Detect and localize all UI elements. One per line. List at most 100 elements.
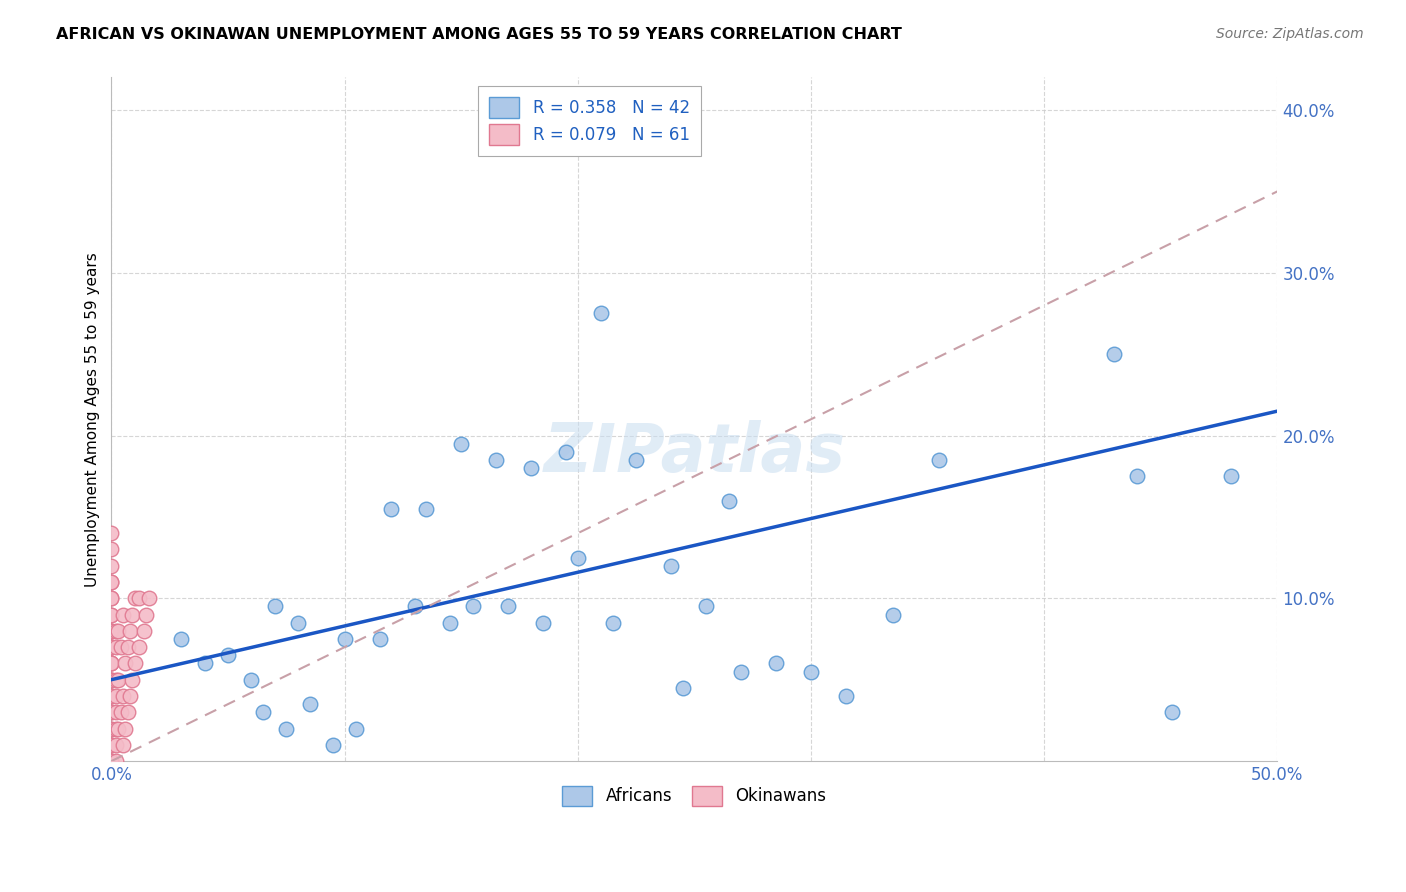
Point bbox=[100, 722, 122, 736]
Point bbox=[121, 673, 143, 687]
Point bbox=[124, 657, 146, 671]
Point bbox=[368, 632, 391, 646]
Point bbox=[1161, 705, 1184, 719]
Point bbox=[100, 607, 122, 622]
Point bbox=[128, 591, 150, 606]
Point bbox=[121, 607, 143, 622]
Point bbox=[100, 657, 122, 671]
Point bbox=[135, 607, 157, 622]
Point bbox=[835, 689, 858, 703]
Point bbox=[117, 705, 139, 719]
Point bbox=[450, 436, 472, 450]
Point bbox=[100, 673, 122, 687]
Point bbox=[100, 689, 122, 703]
Point bbox=[107, 722, 129, 736]
Point bbox=[344, 722, 367, 736]
Point bbox=[100, 754, 122, 768]
Y-axis label: Unemployment Among Ages 55 to 59 years: Unemployment Among Ages 55 to 59 years bbox=[86, 252, 100, 587]
Point bbox=[114, 657, 136, 671]
Point bbox=[194, 657, 217, 671]
Point bbox=[100, 673, 122, 687]
Point bbox=[112, 689, 135, 703]
Point bbox=[100, 542, 122, 557]
Point bbox=[485, 453, 508, 467]
Point bbox=[100, 624, 122, 638]
Point bbox=[415, 501, 437, 516]
Point bbox=[928, 453, 950, 467]
Point bbox=[100, 657, 122, 671]
Point bbox=[100, 738, 122, 752]
Point bbox=[100, 722, 122, 736]
Point bbox=[263, 599, 285, 614]
Text: Source: ZipAtlas.com: Source: ZipAtlas.com bbox=[1216, 27, 1364, 41]
Point bbox=[555, 445, 578, 459]
Point bbox=[100, 689, 122, 703]
Point bbox=[624, 453, 647, 467]
Point bbox=[114, 722, 136, 736]
Point bbox=[100, 738, 122, 752]
Point bbox=[765, 657, 787, 671]
Point bbox=[100, 705, 122, 719]
Point bbox=[240, 673, 263, 687]
Point bbox=[591, 306, 613, 320]
Point bbox=[672, 681, 695, 695]
Point bbox=[496, 599, 519, 614]
Point bbox=[1219, 469, 1241, 483]
Point bbox=[298, 697, 321, 711]
Point bbox=[105, 673, 128, 687]
Point bbox=[124, 591, 146, 606]
Point bbox=[602, 615, 624, 630]
Point bbox=[100, 640, 122, 654]
Point bbox=[718, 493, 741, 508]
Point bbox=[100, 624, 122, 638]
Point bbox=[105, 722, 128, 736]
Point bbox=[1102, 347, 1125, 361]
Point bbox=[105, 689, 128, 703]
Point bbox=[132, 624, 155, 638]
Point bbox=[107, 673, 129, 687]
Point bbox=[110, 640, 132, 654]
Point bbox=[695, 599, 717, 614]
Point bbox=[882, 607, 904, 622]
Text: ZIPatlas: ZIPatlas bbox=[543, 420, 845, 486]
Point bbox=[659, 558, 682, 573]
Point bbox=[100, 558, 122, 573]
Point bbox=[105, 640, 128, 654]
Point bbox=[287, 615, 309, 630]
Point bbox=[100, 705, 122, 719]
Point bbox=[105, 754, 128, 768]
Point bbox=[461, 599, 484, 614]
Point bbox=[120, 624, 142, 638]
Point bbox=[100, 640, 122, 654]
Point bbox=[105, 624, 128, 638]
Point bbox=[128, 640, 150, 654]
Point bbox=[112, 738, 135, 752]
Point bbox=[100, 607, 122, 622]
Point bbox=[112, 607, 135, 622]
Point bbox=[100, 673, 122, 687]
Point bbox=[100, 574, 122, 589]
Point bbox=[100, 640, 122, 654]
Point bbox=[100, 591, 122, 606]
Point bbox=[380, 501, 402, 516]
Point bbox=[120, 689, 142, 703]
Point bbox=[252, 705, 274, 719]
Point bbox=[730, 665, 752, 679]
Text: AFRICAN VS OKINAWAN UNEMPLOYMENT AMONG AGES 55 TO 59 YEARS CORRELATION CHART: AFRICAN VS OKINAWAN UNEMPLOYMENT AMONG A… bbox=[56, 27, 903, 42]
Point bbox=[100, 574, 122, 589]
Point bbox=[105, 705, 128, 719]
Point bbox=[138, 591, 160, 606]
Point bbox=[800, 665, 823, 679]
Point bbox=[276, 722, 298, 736]
Point bbox=[1126, 469, 1149, 483]
Point bbox=[404, 599, 426, 614]
Legend: Africans, Okinawans: Africans, Okinawans bbox=[554, 777, 835, 814]
Point bbox=[333, 632, 356, 646]
Point bbox=[567, 550, 589, 565]
Point bbox=[117, 640, 139, 654]
Point bbox=[110, 705, 132, 719]
Point bbox=[107, 624, 129, 638]
Point bbox=[100, 591, 122, 606]
Point bbox=[105, 738, 128, 752]
Point bbox=[100, 657, 122, 671]
